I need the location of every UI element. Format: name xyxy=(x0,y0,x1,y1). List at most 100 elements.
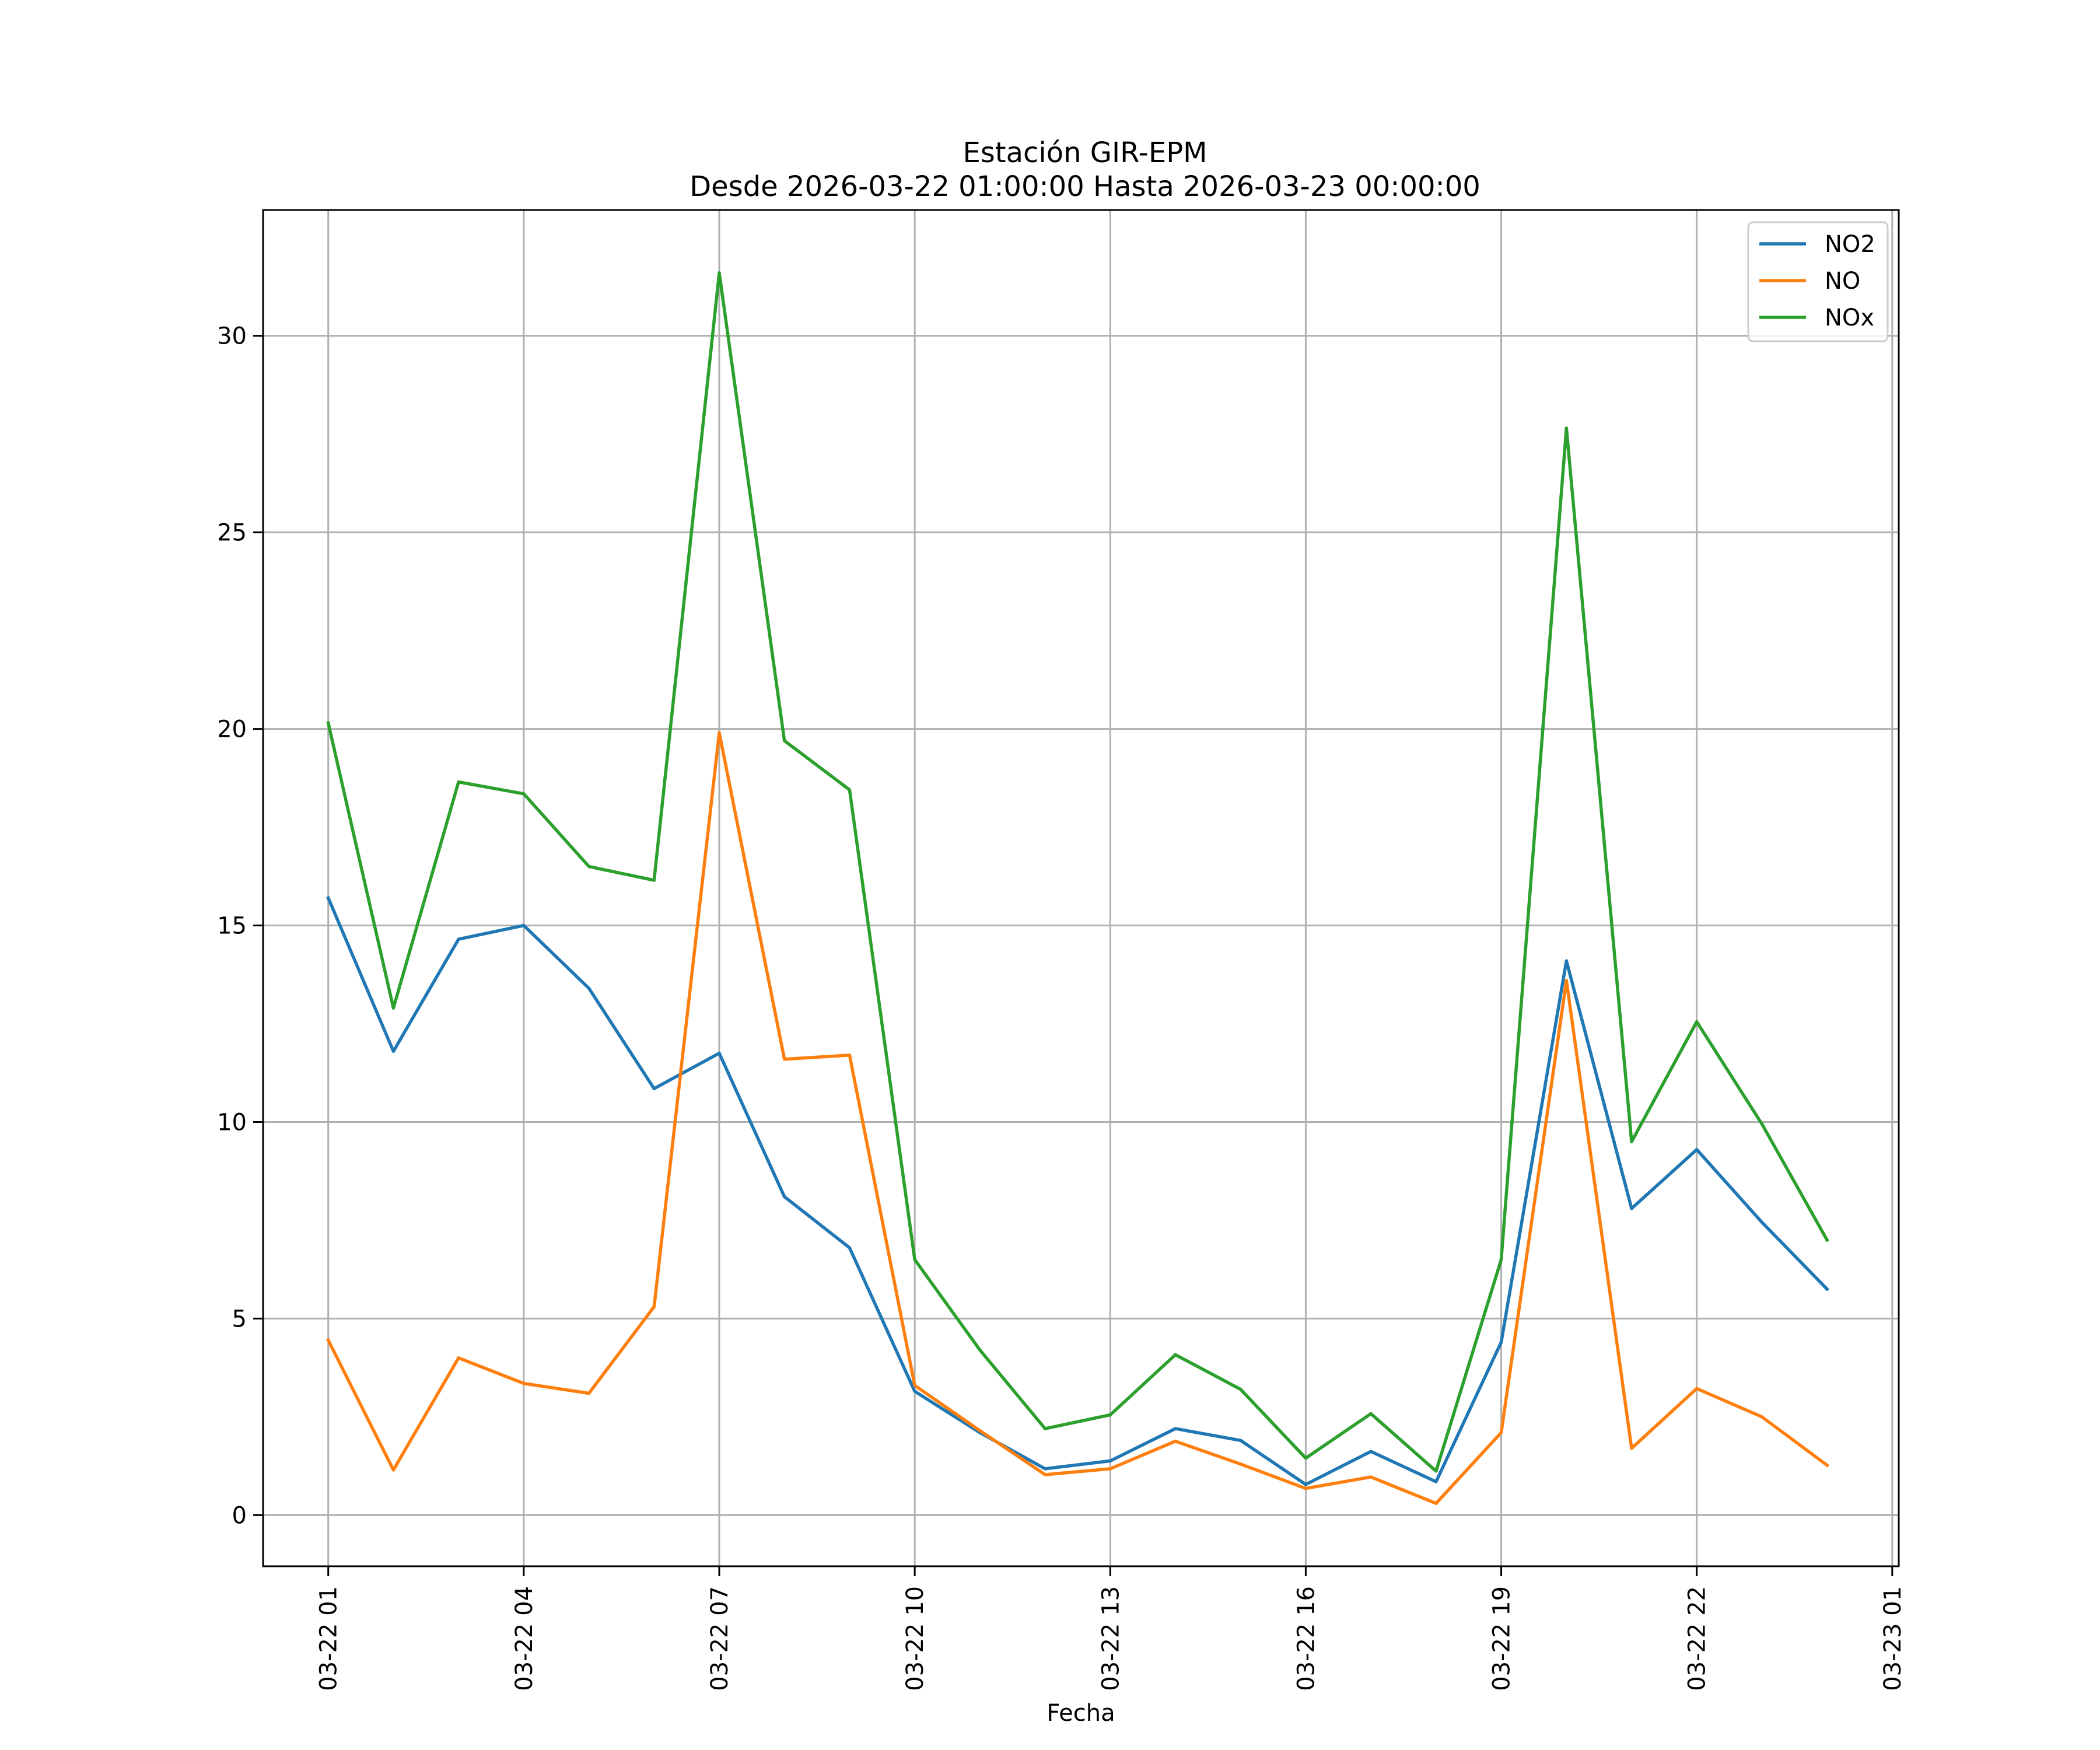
data-point-no2 xyxy=(1043,1467,1047,1471)
data-point-no xyxy=(1108,1467,1112,1471)
data-point-nox xyxy=(718,271,721,275)
data-point-no2 xyxy=(457,937,460,941)
x-axis: 03-22 01 03-22 04 03-22 07 03-22 10 03-22 13… xyxy=(316,1566,1906,1691)
data-point-no xyxy=(326,1338,330,1342)
data-point-nox xyxy=(1174,1353,1177,1357)
data-point-no xyxy=(913,1384,916,1387)
data-point-no2 xyxy=(913,1390,916,1393)
data-point-no xyxy=(457,1356,460,1360)
data-point-nox xyxy=(587,864,591,869)
data-point-no2 xyxy=(1825,1287,1829,1291)
series-line-nox xyxy=(326,271,1829,1473)
data-point-nox xyxy=(522,792,526,796)
data-point-no xyxy=(1630,1447,1633,1450)
data-point-no xyxy=(391,1468,396,1472)
data-point-nox xyxy=(978,1348,982,1352)
data-point-no2 xyxy=(1630,1206,1633,1210)
data-point-no xyxy=(1434,1502,1438,1505)
data-point-nox xyxy=(1043,1427,1047,1430)
data-point-no2 xyxy=(848,1246,852,1250)
data-point-no2 xyxy=(391,1049,396,1053)
data-point-no xyxy=(782,1057,786,1061)
data-point-no xyxy=(652,1305,656,1308)
legend: NO2 NO NOx xyxy=(1747,221,1889,342)
data-point-nox xyxy=(782,739,786,743)
data-point-nox xyxy=(1630,1140,1633,1143)
data-point-no xyxy=(522,1381,526,1385)
x-tick-label: 03-22 13 xyxy=(1097,1586,1124,1691)
data-point-no2 xyxy=(782,1195,786,1199)
data-point-no xyxy=(1564,979,1569,982)
grid xyxy=(263,210,1899,1566)
x-tick-label: 03-22 07 xyxy=(706,1586,733,1691)
plot-area-frame xyxy=(262,209,1900,1567)
y-tick-label: 20 xyxy=(217,716,247,743)
y-tick-label: 30 xyxy=(217,323,247,350)
data-point-no2 xyxy=(326,896,330,900)
y-tick-label: 10 xyxy=(217,1109,247,1136)
data-point-nox xyxy=(1304,1456,1308,1460)
data-point-no2 xyxy=(1238,1438,1242,1443)
data-point-nox xyxy=(913,1258,916,1262)
data-point-nox xyxy=(1564,426,1569,430)
y-tick-label: 15 xyxy=(217,913,247,940)
data-point-no xyxy=(1174,1439,1177,1443)
data-point-nox xyxy=(1760,1122,1764,1126)
data-point-no2 xyxy=(522,923,526,928)
data-point-no2 xyxy=(1434,1480,1438,1483)
data-point-no xyxy=(1304,1486,1308,1490)
data-point-nox xyxy=(457,780,460,784)
data-point-no2 xyxy=(587,986,591,991)
data-point-no xyxy=(1760,1415,1764,1419)
data-point-no xyxy=(1369,1475,1373,1479)
data-point-nox xyxy=(1369,1412,1373,1416)
data-point-nox xyxy=(1825,1238,1829,1242)
chart-title: Estación GIR-EPM xyxy=(963,136,1207,169)
x-tick-label: 03-22 16 xyxy=(1293,1586,1320,1691)
data-point-no xyxy=(587,1391,591,1395)
x-tick-label: 03-22 22 xyxy=(1684,1586,1711,1691)
x-tick-label: 03-22 04 xyxy=(511,1586,538,1691)
y-tick-label: 25 xyxy=(217,520,247,547)
data-point-no2 xyxy=(1695,1147,1699,1152)
legend-label-no2: NO2 xyxy=(1825,231,1875,258)
x-tick-label: 03-22 10 xyxy=(902,1586,929,1691)
data-point-no xyxy=(718,731,721,735)
data-point-no xyxy=(1499,1431,1503,1434)
data-point-no xyxy=(1695,1387,1699,1391)
data-point-no xyxy=(848,1054,852,1057)
data-point-nox xyxy=(652,878,656,882)
data-point-no xyxy=(1825,1464,1829,1467)
data-point-nox xyxy=(1238,1387,1242,1391)
data-point-nox xyxy=(1499,1258,1503,1262)
data-point-no xyxy=(978,1429,982,1433)
data-point-no2 xyxy=(1174,1427,1177,1430)
data-point-nox xyxy=(1434,1469,1438,1473)
series-line-no xyxy=(326,731,1829,1505)
data-point-no2 xyxy=(1564,959,1569,963)
x-tick-label: 03-22 01 xyxy=(316,1586,342,1691)
chart-subtitle: Desde 2026-03-22 01:00:00 Hasta 2026-03-… xyxy=(690,170,1480,203)
y-axis: 0 5 10 15 20 25 30 xyxy=(217,323,263,1529)
data-point-no2 xyxy=(1108,1459,1112,1463)
data-point-no2 xyxy=(652,1087,656,1090)
legend-box xyxy=(1747,221,1889,342)
data-point-no2 xyxy=(1304,1483,1308,1486)
data-point-no xyxy=(1043,1473,1047,1476)
data-point-no2 xyxy=(1499,1340,1503,1344)
legend-label-nox: NOx xyxy=(1825,304,1874,331)
data-point-no xyxy=(1238,1462,1242,1466)
x-tick-label: 03-22 19 xyxy=(1489,1586,1516,1691)
x-axis-label: Fecha xyxy=(1046,1700,1115,1727)
series-line-no2 xyxy=(326,895,1829,1486)
data-point-no2 xyxy=(718,1051,721,1055)
data-point-no2 xyxy=(1760,1220,1764,1224)
x-tick-label: 03-23 01 xyxy=(1880,1586,1906,1691)
y-tick-label: 5 xyxy=(232,1306,247,1332)
series-lines xyxy=(326,271,1829,1505)
data-point-nox xyxy=(326,721,330,725)
data-point-nox xyxy=(848,788,852,792)
y-tick-label: 0 xyxy=(232,1502,247,1529)
